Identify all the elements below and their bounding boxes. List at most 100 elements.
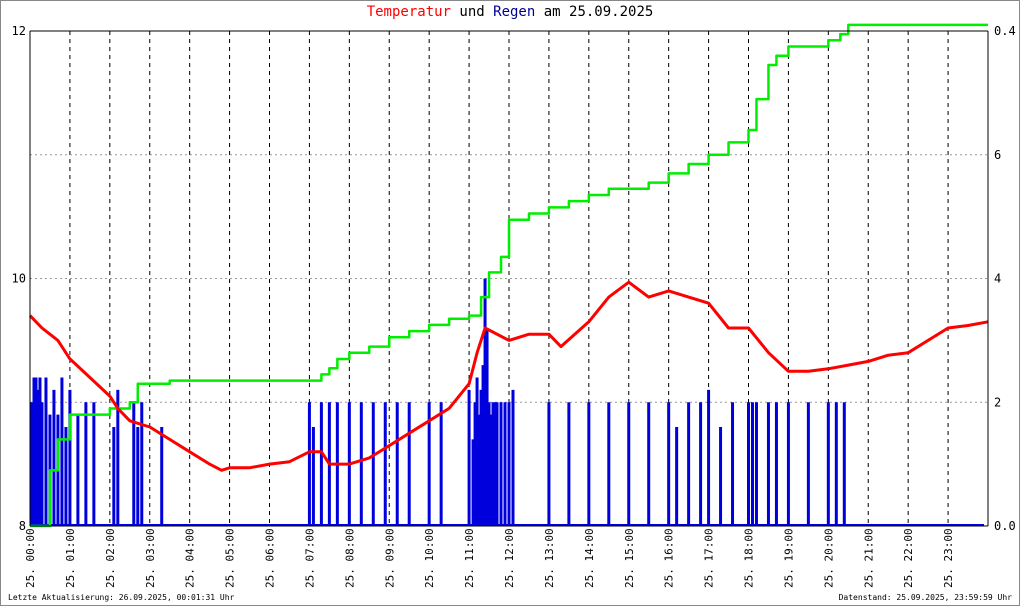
- rain-bar-43: [485, 328, 489, 526]
- rain-bar-3: [36, 389, 40, 526]
- x-tick-label: 25. 18:00: [743, 528, 756, 588]
- rain-bar-24: [319, 402, 323, 526]
- rain-bar-29: [371, 402, 375, 526]
- rain-bar-16: [112, 427, 116, 526]
- rain-bar-63: [707, 389, 711, 526]
- rain-bar-48: [495, 402, 499, 526]
- axes: [29, 30, 989, 527]
- rain-bar-36: [471, 439, 475, 526]
- rain-bar-72: [806, 402, 810, 526]
- rain-bar-11: [64, 427, 68, 526]
- footer-data-status: Datenstand: 25.09.2025, 23:59:59 Uhr: [838, 593, 1012, 602]
- rain-bar-22: [307, 402, 311, 526]
- rain-bar-46: [491, 402, 495, 526]
- rain-bar-4: [38, 377, 42, 526]
- rain-bar-57: [627, 402, 631, 526]
- rain-bar-35: [467, 389, 471, 526]
- x-tick-label: 25. 09:00: [383, 528, 396, 588]
- x-tick-label: 25. 17:00: [703, 528, 716, 588]
- x-tick-label: 25. 19:00: [782, 528, 795, 588]
- footer-last-update: Letzte Aktualisierung: 26.09.2025, 00:01…: [8, 593, 235, 602]
- rain-sum-series: [30, 23, 988, 528]
- rain-bar-52: [511, 389, 515, 526]
- right-tick-label: 6: [994, 148, 1001, 162]
- rain-bar-67: [750, 402, 754, 526]
- tick-labels: 8 10 12 0.0 2 4 6 0.4 25. 00:00 25. 01:00 25. 02:0…: [12, 24, 1016, 588]
- rain-bar-17: [116, 389, 120, 526]
- left-tick-label: 10: [12, 272, 26, 286]
- x-tick-label: 25. 16:00: [663, 528, 676, 588]
- rain-bar-60: [675, 427, 679, 526]
- title-date: am 25.09.2025: [535, 4, 654, 20]
- rain-bar-68: [754, 402, 758, 526]
- rain-bar-50: [503, 402, 507, 526]
- rain-bar-66: [747, 402, 750, 526]
- temperature-series: [28, 280, 989, 472]
- x-tick-label: 25. 13:00: [543, 528, 556, 588]
- rain-bar-56: [607, 402, 611, 526]
- title-temperature: Temperatur: [366, 4, 451, 20]
- rain-bar-15: [92, 402, 96, 526]
- x-tick-label: 25. 21:00: [862, 528, 875, 588]
- right-tick-label: 0.0: [994, 519, 1016, 533]
- rain-bar-73: [826, 402, 830, 526]
- x-tick-label: 25. 10:00: [423, 528, 436, 588]
- right-tick-label: 0.4: [994, 24, 1016, 38]
- rain-bar-49: [499, 402, 503, 526]
- rain-bar-30: [383, 402, 387, 526]
- rain-bar-5: [40, 402, 44, 526]
- right-tick-label: 2: [994, 395, 1001, 409]
- rain-bar-14: [84, 402, 88, 526]
- rain-bar-6: [44, 377, 48, 526]
- rain-bar-28: [359, 402, 363, 526]
- rain-bar-13: [76, 414, 80, 526]
- rain-bar-55: [587, 402, 591, 526]
- rain-bar-19: [136, 427, 140, 526]
- rain-bar-47: [493, 402, 497, 526]
- rain-bar-33: [427, 402, 431, 526]
- x-tick-label: 25. 08:00: [343, 528, 356, 588]
- x-tick-label: 25. 03:00: [144, 528, 157, 588]
- x-tick-label: 25. 05:00: [224, 528, 237, 588]
- chart-title: Temperatur und Regen am 25.09.2025: [0, 4, 1020, 20]
- rain-bar-32: [407, 402, 411, 526]
- x-tick-label: 25. 20:00: [822, 528, 835, 588]
- rain-bar-42: [483, 278, 487, 526]
- rain-bar-1: [32, 377, 36, 526]
- rain-bar-69: [766, 402, 770, 526]
- x-tick-label: 25. 15:00: [623, 528, 636, 588]
- rain-bar-71: [786, 402, 790, 526]
- left-tick-label: 12: [12, 24, 26, 38]
- rain-bar-53: [547, 402, 551, 526]
- rain-bar-59: [667, 402, 671, 526]
- rain-bar-37: [473, 402, 477, 526]
- rain-bar-45: [489, 414, 493, 526]
- left-tick-label: 8: [19, 519, 26, 533]
- x-tick-label: 25. 07:00: [303, 528, 316, 588]
- rain-bar-54: [567, 402, 571, 526]
- x-tick-label: 25. 06:00: [264, 528, 277, 588]
- rain-bar-51: [507, 402, 511, 526]
- right-tick-label: 4: [994, 272, 1001, 286]
- rain-bar-10: [60, 377, 64, 526]
- x-tick-label: 25. 11:00: [463, 528, 476, 588]
- x-tick-label: 25. 22:00: [902, 528, 915, 588]
- rain-bar-23: [311, 427, 315, 526]
- x-tick-label: 25. 04:00: [184, 528, 197, 588]
- rain-bar-44: [487, 402, 491, 526]
- title-and: und: [450, 4, 494, 20]
- rain-bar-62: [699, 402, 703, 526]
- rain-bar-64: [719, 427, 723, 526]
- rain-bar-12: [68, 389, 72, 526]
- rain-bar-34: [439, 402, 443, 526]
- rain-bar-2: [34, 377, 38, 526]
- rain-bar-39: [477, 414, 481, 526]
- rain-bar-41: [481, 365, 485, 526]
- x-tick-label: 25. 01:00: [64, 528, 77, 588]
- x-tick-label: 25. 23:00: [942, 528, 955, 588]
- rain-bar-74: [834, 402, 838, 526]
- x-tick-label: 25. 12:00: [503, 528, 516, 588]
- x-tick-label: 25. 02:00: [104, 528, 117, 588]
- rain-bar-21: [160, 427, 164, 526]
